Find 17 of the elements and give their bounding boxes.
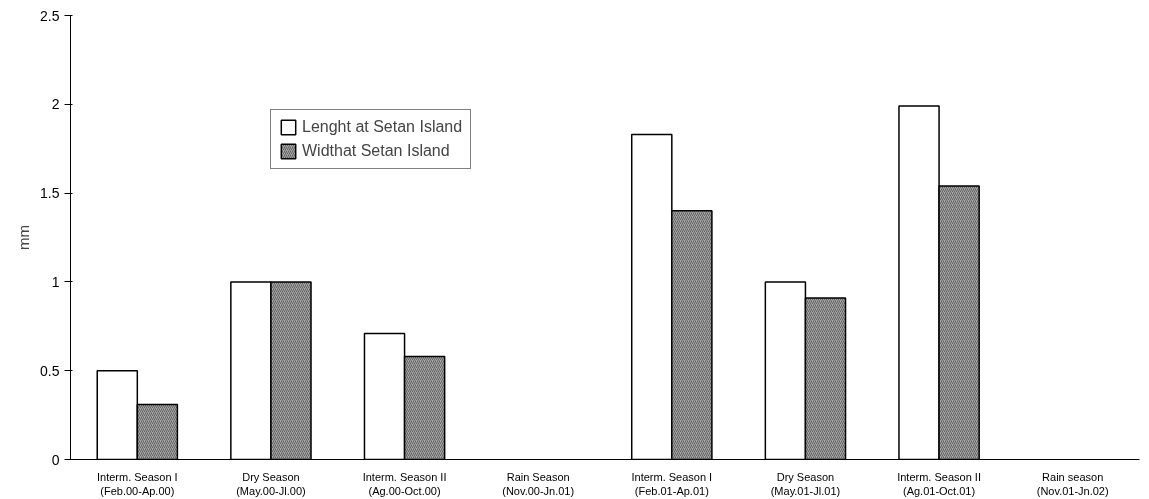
y-tick-label: 1.5	[40, 185, 60, 202]
y-axis-title: mm	[15, 225, 33, 250]
legend-label: Lenght at Setan Island	[302, 118, 463, 136]
x-tick-label: Rain Season (Nov.00-Jn.01)	[502, 470, 575, 497]
y-tick-label: 0.5	[40, 362, 60, 379]
x-tick-label: Interm. Season I (Feb.00-Ap.00)	[96, 470, 178, 497]
x-tick-label: Dry Season (May.01-Jl.01)	[770, 470, 841, 497]
y-tick-label: 0	[51, 451, 60, 468]
x-tick-label: Rain season (Nov.01-Jn.02)	[1036, 470, 1109, 497]
y-tick-label: 2	[51, 96, 60, 113]
x-tick-label: Interm. Season I (Feb.01-Ap.01)	[631, 470, 713, 497]
legend-label: Widthat Setan Island	[302, 142, 450, 160]
x-tick-label: Dry Season (May.00-Jl.00)	[236, 470, 306, 497]
y-tick-label: 2.5	[40, 7, 60, 24]
y-tick-label: 1	[51, 273, 60, 290]
x-tick-label: Interm. Season II (Ag.00-Oct.00)	[362, 470, 447, 497]
x-tick-label: Interm. Season II (Ag.01-Oct.01)	[897, 470, 981, 497]
